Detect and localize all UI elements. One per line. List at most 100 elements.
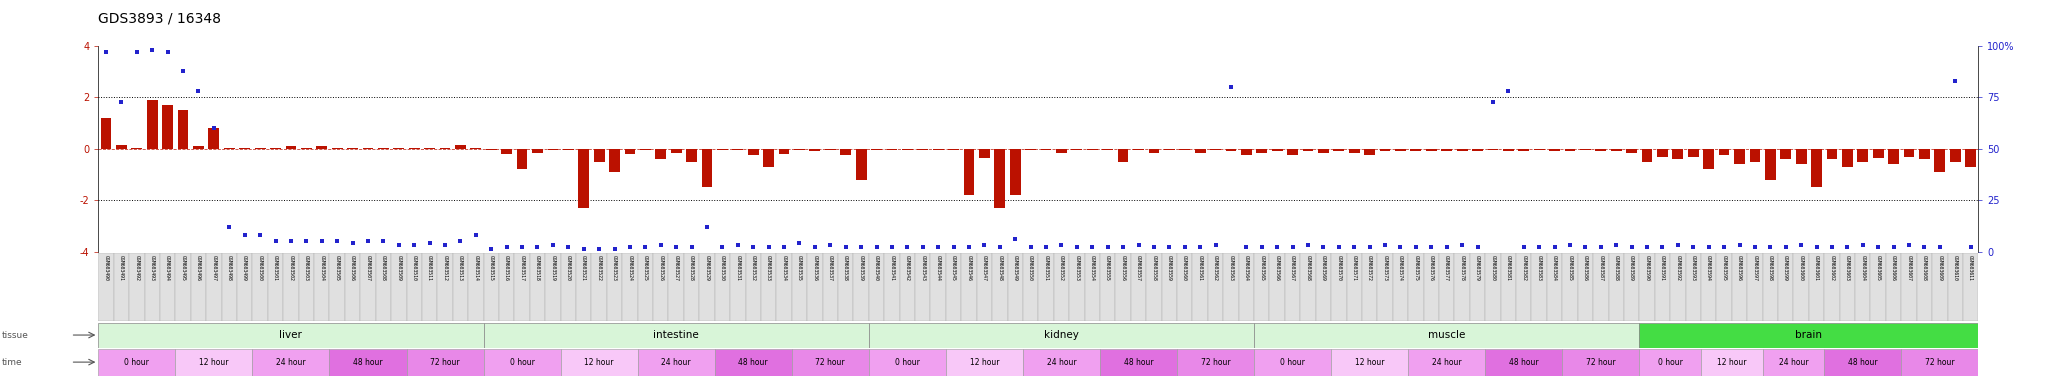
Bar [547, 149, 559, 150]
Point [1739, 244, 1772, 250]
Bar [1905, 149, 1915, 157]
Point [227, 232, 260, 238]
Bar [578, 149, 590, 208]
Point [782, 240, 815, 247]
Bar [1565, 149, 1575, 151]
Bar [715, 253, 731, 321]
Text: 48 hour: 48 hour [1509, 358, 1538, 367]
Bar [1085, 253, 1100, 321]
Text: GSM603534: GSM603534 [782, 255, 786, 281]
Point [383, 242, 416, 248]
Bar [868, 349, 946, 376]
Bar [1563, 349, 1638, 376]
Text: GSM603584: GSM603584 [1552, 255, 1556, 281]
Bar [330, 349, 406, 376]
Point [860, 244, 893, 250]
Bar [1473, 149, 1483, 151]
Bar [575, 253, 592, 321]
Text: GSM603499: GSM603499 [242, 255, 248, 281]
Bar [995, 149, 1006, 208]
Point [799, 244, 831, 250]
Point [152, 49, 184, 55]
Point [1292, 242, 1325, 248]
Text: GSM603569: GSM603569 [1321, 255, 1325, 281]
Bar [283, 253, 299, 321]
Bar [360, 253, 375, 321]
Point [1847, 242, 1880, 248]
Point [1061, 244, 1094, 250]
Text: GSM603549: GSM603549 [1012, 255, 1018, 281]
Bar [1346, 253, 1362, 321]
Bar [502, 149, 512, 154]
Text: GSM603543: GSM603543 [920, 255, 926, 281]
Bar [1319, 149, 1329, 153]
Bar [268, 253, 283, 321]
Text: GSM603568: GSM603568 [1305, 255, 1311, 281]
Bar [655, 149, 666, 159]
Bar [1950, 149, 1960, 162]
Point [506, 244, 539, 250]
Text: 0 hour: 0 hour [1280, 358, 1305, 367]
Point [135, 47, 168, 53]
Text: GSM603503: GSM603503 [303, 255, 309, 281]
Text: GSM603544: GSM603544 [936, 255, 940, 281]
Point [1044, 242, 1077, 248]
Bar [825, 149, 836, 150]
Text: 12 hour: 12 hour [969, 358, 999, 367]
Point [1384, 244, 1417, 250]
Point [659, 244, 692, 250]
Text: GSM603609: GSM603609 [1937, 255, 1942, 281]
Text: GSM603607: GSM603607 [1907, 255, 1911, 281]
Bar [1040, 149, 1051, 150]
Text: GSM603494: GSM603494 [166, 255, 170, 281]
Bar [393, 147, 403, 149]
Bar [717, 149, 727, 150]
Point [1722, 242, 1755, 248]
Bar [932, 149, 944, 150]
Bar [1116, 253, 1130, 321]
Bar [1364, 149, 1374, 155]
Text: GSM603578: GSM603578 [1460, 255, 1464, 281]
Text: GSM603496: GSM603496 [197, 255, 201, 281]
Bar [1638, 253, 1655, 321]
Bar [240, 147, 250, 149]
Bar [1870, 253, 1886, 321]
Text: GSM603536: GSM603536 [813, 255, 817, 281]
Bar [807, 253, 823, 321]
Text: brain: brain [1796, 330, 1823, 340]
Point [614, 244, 647, 250]
Bar [176, 349, 252, 376]
Text: GSM603572: GSM603572 [1368, 255, 1372, 281]
Bar [190, 253, 207, 321]
Bar [115, 253, 129, 321]
Text: 48 hour: 48 hour [739, 358, 768, 367]
Point [584, 247, 616, 253]
Bar [483, 349, 561, 376]
Bar [733, 149, 743, 150]
Bar [1133, 149, 1145, 150]
Text: 72 hour: 72 hour [815, 358, 846, 367]
Point [336, 240, 369, 247]
Text: tissue: tissue [2, 331, 29, 339]
Text: 12 hour: 12 hour [1716, 358, 1747, 367]
Bar [1796, 149, 1806, 164]
Bar [1350, 149, 1360, 153]
Point [1184, 244, 1217, 250]
Bar [1008, 253, 1022, 321]
Text: GSM603601: GSM603601 [1815, 255, 1819, 281]
Text: 24 hour: 24 hour [1047, 358, 1077, 367]
Bar [1516, 253, 1532, 321]
Bar [778, 149, 788, 154]
Point [1769, 244, 1802, 250]
Bar [1534, 149, 1544, 150]
Bar [252, 349, 330, 376]
Bar [809, 149, 821, 151]
Point [1368, 242, 1401, 248]
Bar [991, 253, 1008, 321]
Bar [147, 100, 158, 149]
Text: GSM603493: GSM603493 [150, 255, 156, 281]
Bar [391, 253, 406, 321]
Text: 72 hour: 72 hour [1200, 358, 1231, 367]
Text: GSM603552: GSM603552 [1059, 255, 1065, 281]
Bar [1057, 149, 1067, 153]
